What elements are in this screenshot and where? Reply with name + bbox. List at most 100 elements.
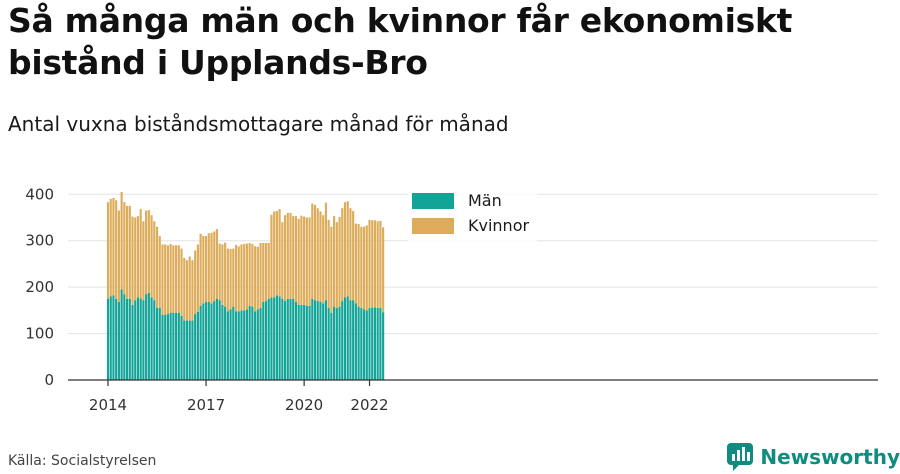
bar-man bbox=[379, 308, 382, 380]
bar-kvinna bbox=[166, 245, 170, 315]
bar-man bbox=[134, 300, 137, 380]
chart-title: Så många män och kvinnor får ekonomiskt … bbox=[8, 1, 793, 82]
bar-kvinna bbox=[136, 216, 140, 298]
bar-man bbox=[243, 310, 246, 380]
bar-man bbox=[224, 306, 227, 380]
bar-kvinna bbox=[335, 222, 338, 309]
bar-man bbox=[254, 311, 257, 380]
bar-man bbox=[191, 320, 194, 380]
bar-kvinna bbox=[150, 215, 153, 298]
bar-man bbox=[136, 297, 140, 380]
bar-kvinna bbox=[183, 257, 186, 321]
bar-kvinna bbox=[221, 244, 224, 305]
bar-man bbox=[180, 315, 183, 380]
bar-man bbox=[338, 306, 341, 380]
bar-man bbox=[273, 297, 276, 380]
bar-man bbox=[354, 303, 357, 380]
bar-man bbox=[262, 302, 265, 380]
bar-man bbox=[218, 300, 221, 380]
bar-man bbox=[196, 311, 199, 380]
bar-kvinna bbox=[153, 221, 156, 301]
bar-kvinna bbox=[237, 246, 240, 312]
bar-kvinna bbox=[346, 201, 349, 297]
bar-kvinna bbox=[338, 217, 341, 307]
bar-man bbox=[349, 300, 352, 380]
bar-kvinna bbox=[175, 245, 178, 313]
bar-kvinna bbox=[147, 210, 150, 293]
bar-man bbox=[120, 289, 123, 380]
bar-man bbox=[292, 298, 295, 380]
bar-kvinna bbox=[330, 226, 333, 313]
bar-kvinna bbox=[169, 243, 172, 313]
newsworthy-logo-icon bbox=[727, 443, 754, 471]
bar-man bbox=[109, 296, 112, 380]
bar-man bbox=[199, 305, 202, 380]
bar-kvinna bbox=[308, 217, 311, 306]
bar-kvinna bbox=[311, 203, 314, 299]
bar-man bbox=[264, 301, 268, 380]
bar-man bbox=[303, 304, 306, 380]
bar-kvinna bbox=[155, 226, 159, 309]
brand-name: Newsworthy bbox=[760, 445, 900, 469]
bar-kvinna bbox=[120, 191, 123, 290]
bar-kvinna bbox=[112, 198, 115, 296]
bar-kvinna bbox=[352, 211, 355, 301]
bar-kvinna bbox=[278, 209, 281, 297]
brand-logo[interactable]: Newsworthy bbox=[726, 442, 900, 472]
bar-man bbox=[251, 306, 254, 380]
bar-man bbox=[322, 303, 325, 380]
bar-kvinna bbox=[333, 216, 336, 307]
bar-kvinna bbox=[145, 210, 148, 295]
bar-man bbox=[365, 310, 368, 380]
bar-kvinna bbox=[196, 244, 199, 312]
bar-kvinna bbox=[316, 208, 319, 302]
bar-man bbox=[259, 308, 262, 380]
bar-kvinna bbox=[191, 260, 194, 321]
bar-man bbox=[221, 304, 224, 380]
bar-kvinna bbox=[371, 220, 374, 308]
bar-kvinna bbox=[292, 216, 295, 299]
bar-man bbox=[207, 302, 210, 380]
bar-man bbox=[373, 307, 377, 380]
bar-kvinna bbox=[172, 245, 175, 313]
bar-man bbox=[202, 303, 205, 380]
bar-man bbox=[270, 297, 273, 380]
bar-kvinna bbox=[322, 215, 325, 304]
bar-kvinna bbox=[202, 236, 205, 304]
bar-man bbox=[248, 305, 251, 380]
bar-kvinna bbox=[232, 248, 235, 307]
bar-kvinna bbox=[362, 226, 366, 310]
bar-kvinna bbox=[262, 243, 265, 302]
bar-man bbox=[226, 311, 229, 380]
bar-kvinna bbox=[267, 243, 270, 299]
bar-man bbox=[333, 306, 336, 380]
bar-man bbox=[213, 301, 216, 380]
bar-man bbox=[240, 310, 243, 380]
bar-man bbox=[158, 308, 161, 380]
bar-kvinna bbox=[300, 215, 303, 305]
bar-man bbox=[357, 306, 360, 380]
bar-kvinna bbox=[357, 224, 360, 307]
bar-man bbox=[145, 294, 148, 380]
bar-kvinna bbox=[139, 209, 142, 299]
bar-kvinna bbox=[368, 219, 371, 309]
bar-kvinna bbox=[109, 198, 112, 297]
bar-man bbox=[150, 297, 153, 380]
legend-item-kvinna: Kvinnor bbox=[412, 213, 529, 238]
bar-kvinna bbox=[324, 202, 327, 301]
bar-kvinna bbox=[158, 236, 161, 309]
bar-kvinna bbox=[305, 217, 308, 306]
bar-kvinna bbox=[115, 200, 118, 299]
bar-man bbox=[232, 306, 235, 380]
bar-kvinna bbox=[349, 208, 352, 301]
bar-man bbox=[275, 295, 278, 380]
y-tick-label: 300 bbox=[25, 232, 54, 250]
bar-man bbox=[305, 305, 308, 380]
bar-man bbox=[115, 298, 118, 380]
bar-man bbox=[289, 298, 292, 380]
bar-kvinna bbox=[275, 211, 278, 296]
legend-swatch-man bbox=[412, 192, 454, 209]
bar-man bbox=[117, 302, 120, 380]
bar-man bbox=[169, 312, 172, 380]
bar-man bbox=[362, 309, 366, 380]
